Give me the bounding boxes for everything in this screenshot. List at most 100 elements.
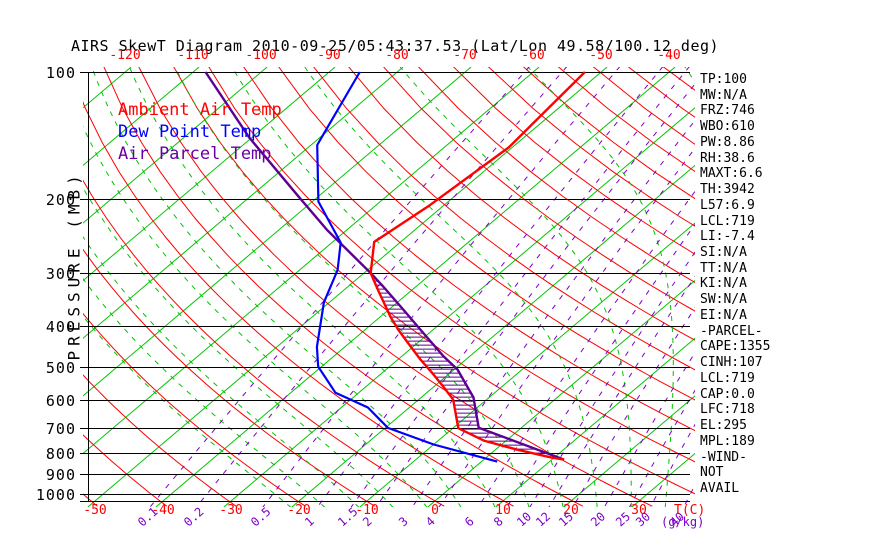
stat-item-5: RH:38.6 <box>700 151 755 166</box>
bottom-tick--20: -20 <box>287 503 311 518</box>
moist-adiabat-line <box>83 125 428 507</box>
mixing-ratio-line <box>411 119 695 507</box>
stat-item-20: CAP:0.0 <box>700 387 755 402</box>
top-tick--110: -110 <box>177 48 209 63</box>
dry-adiabat-line <box>662 67 695 91</box>
mixing-ratio-line <box>649 423 695 507</box>
top-tick--80: -80 <box>385 48 409 63</box>
mixing-ratio-line <box>375 83 695 507</box>
mixing-ratio-line <box>262 67 621 507</box>
stat-item-15: EI:N/A <box>700 308 747 323</box>
moist-adiabat-line <box>801 63 870 508</box>
dry-adiabat-line <box>83 374 237 507</box>
bottom-tick--30: -30 <box>219 503 243 518</box>
moist-adiabat-line <box>304 67 598 507</box>
isotherm-line <box>155 67 676 507</box>
isotherm-line <box>359 222 695 507</box>
stat-item-25: NOT <box>700 465 724 480</box>
bottom-tick-0: 0 <box>431 503 439 518</box>
pressure-tick-700: 700 <box>45 420 76 438</box>
isotherm-line <box>83 67 472 397</box>
mix-unit-label: (g/kg) <box>661 515 705 529</box>
legend-air-parcel-temp: Air Parcel Temp <box>118 144 272 164</box>
dry-adiabat-line <box>278 67 695 401</box>
dry-adiabat-line <box>452 67 695 255</box>
mixing-ratio-line <box>350 67 690 507</box>
top-tick--120: -120 <box>109 48 141 63</box>
pressure-grid <box>80 72 690 502</box>
dry-adiabat-line <box>83 179 445 507</box>
stat-item-22: EL:295 <box>700 418 747 433</box>
stat-item-24: -WIND- <box>700 450 747 465</box>
dry-adiabat-line <box>138 67 653 507</box>
isotherm-line <box>83 67 200 167</box>
top-tick--100: -100 <box>245 48 277 63</box>
mixing-ratio-line <box>572 307 695 507</box>
pressure-tick-900: 900 <box>45 466 76 484</box>
stat-item-11: SI:N/A <box>700 245 747 260</box>
isotherm-line <box>0 67 63 507</box>
mixing-ratio-line <box>628 389 695 507</box>
dry-adiabat-line <box>83 248 376 507</box>
mixing-ratio-line <box>603 351 695 507</box>
stat-item-6: MAXT:6.6 <box>700 166 763 181</box>
isotherm-line <box>495 337 695 507</box>
mixing-ratio-line <box>195 67 568 507</box>
isotherm-line <box>563 395 695 507</box>
dew-point-temp-curve <box>315 71 498 463</box>
bottom-tick--40: -40 <box>151 503 175 518</box>
profile-curves <box>204 71 586 463</box>
stat-item-9: LCL:719 <box>700 214 755 229</box>
moist-adiabat-line <box>128 67 496 507</box>
dry-adiabat-line <box>313 67 695 371</box>
stat-item-23: MPL:189 <box>700 434 755 449</box>
dry-adiabat-line <box>383 67 695 312</box>
moist-adiabat-line <box>83 186 394 507</box>
top-tick--70: -70 <box>453 48 477 63</box>
stat-item-10: LI:-7.4 <box>700 229 755 244</box>
bottom-tick-10: 10 <box>495 503 511 518</box>
isotherm-line <box>83 67 336 282</box>
stat-item-19: LCL:719 <box>700 371 755 386</box>
temp-unit-label: T(C) <box>674 503 706 518</box>
dry-adiabat-line <box>208 67 695 463</box>
top-tick--50: -50 <box>589 48 613 63</box>
moist-adiabat-line <box>527 67 674 507</box>
top-tick--90: -90 <box>317 48 341 63</box>
pressure-tick-400: 400 <box>45 318 76 336</box>
dry-adiabat-line <box>103 67 584 507</box>
stat-item-0: TP:100 <box>700 72 747 87</box>
stat-item-26: AVAIL <box>700 481 740 496</box>
pressure-tick-1000: 1000 <box>35 486 76 504</box>
stat-item-3: WBO:610 <box>700 119 755 134</box>
moist-adiabat-line <box>835 63 870 508</box>
dry-adiabat-line <box>83 434 168 507</box>
pressure-tick-300: 300 <box>45 265 76 283</box>
isotherm-line <box>83 67 404 339</box>
background-grid <box>0 63 870 508</box>
mixing-ratio-line <box>529 251 695 507</box>
isotherm-line <box>87 67 608 507</box>
stat-item-8: L57:6.9 <box>700 198 755 213</box>
stat-item-2: FRZ:746 <box>700 103 755 118</box>
pressure-tick-100: 100 <box>45 64 76 82</box>
stat-item-7: TH:3942 <box>700 182 755 197</box>
moist-adiabat-line <box>91 67 462 507</box>
isotherm-line <box>223 107 695 507</box>
dry-adiabat-line <box>348 67 695 341</box>
stat-item-12: TT:N/A <box>700 261 747 276</box>
pressure-tick-200: 200 <box>45 191 76 209</box>
pressure-tick-600: 600 <box>45 392 76 410</box>
moist-adiabat-line <box>399 67 632 507</box>
bottom-tick--10: -10 <box>355 503 379 518</box>
stat-item-21: LFC:718 <box>700 402 755 417</box>
dry-adiabat-line <box>173 67 695 495</box>
stat-item-18: CINH:107 <box>700 355 763 370</box>
bottom-tick-20: 20 <box>563 503 579 518</box>
stat-item-16: -PARCEL- <box>700 324 763 339</box>
pressure-tick-800: 800 <box>45 445 76 463</box>
pressure-tick-500: 500 <box>45 359 76 377</box>
moist-adiabat-line <box>83 235 360 507</box>
